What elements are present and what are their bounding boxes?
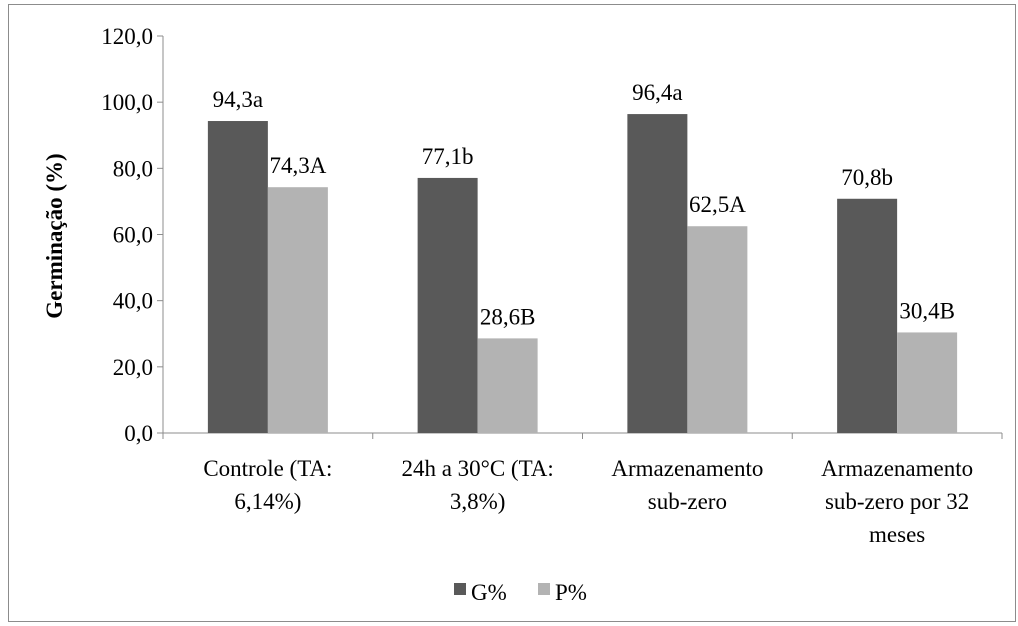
data-labels: 94,3a 74,3A 77,1b 28,6B 96,4a 62,5A 70,8b 30,4B bbox=[213, 80, 955, 329]
bar-P-0 bbox=[267, 187, 328, 433]
bar-G-0 bbox=[207, 121, 268, 433]
data-label: 28,6B bbox=[480, 304, 536, 329]
data-label: 74,3A bbox=[269, 153, 326, 178]
category-label: sub-zero por 32 bbox=[825, 489, 969, 514]
data-label: 62,5A bbox=[689, 192, 746, 217]
category-label: 3,8%) bbox=[450, 489, 506, 514]
y-tick-label: 0,0 bbox=[124, 421, 153, 446]
data-label: 77,1b bbox=[422, 144, 474, 169]
legend-swatch bbox=[454, 583, 466, 595]
category-label: meses bbox=[869, 522, 925, 547]
bar-P-1 bbox=[477, 338, 538, 433]
category-label: sub-zero bbox=[648, 489, 727, 514]
category-label: Armazenamento bbox=[611, 456, 763, 481]
bar-G-2 bbox=[627, 114, 688, 434]
bars bbox=[207, 114, 958, 434]
bar-P-2 bbox=[687, 226, 748, 433]
legend-swatch bbox=[538, 583, 550, 595]
data-label: 96,4a bbox=[632, 80, 682, 105]
category-label: 24h a 30°C (TA: bbox=[401, 456, 553, 481]
y-tick-label: 20,0 bbox=[113, 355, 153, 380]
category-labels: Controle (TA: 6,14%) 24h a 30°C (TA: 3,8%) A… bbox=[203, 456, 973, 547]
y-axis-title: Germinação (%) bbox=[42, 153, 67, 318]
legend-label: G% bbox=[471, 580, 507, 605]
y-tick-label: 120,0 bbox=[101, 24, 153, 49]
bar-G-3 bbox=[837, 198, 898, 433]
y-tick-label: 100,0 bbox=[101, 90, 153, 115]
bar-G-1 bbox=[417, 177, 478, 433]
legend: G% P% bbox=[454, 580, 587, 605]
legend-label: P% bbox=[555, 580, 587, 605]
data-label: 70,8b bbox=[841, 165, 893, 190]
y-tick-label: 80,0 bbox=[113, 156, 153, 181]
category-label: 6,14%) bbox=[234, 489, 301, 514]
category-label: Controle (TA: bbox=[203, 456, 332, 481]
category-label: Armazenamento bbox=[821, 456, 973, 481]
data-label: 94,3a bbox=[213, 87, 263, 112]
data-label: 30,4B bbox=[899, 298, 955, 323]
y-tick-label: 40,0 bbox=[113, 289, 153, 314]
y-tick-label: 60,0 bbox=[113, 223, 153, 248]
bar-P-3 bbox=[897, 332, 958, 433]
